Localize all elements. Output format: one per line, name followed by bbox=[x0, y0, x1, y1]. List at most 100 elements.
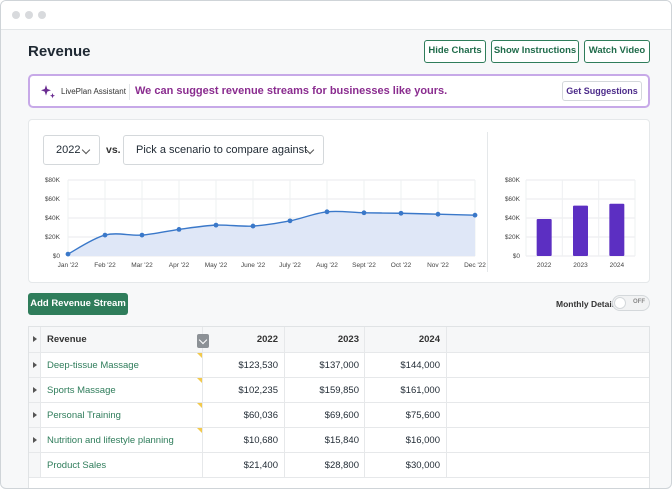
header-2022: 2022 bbox=[203, 327, 285, 352]
header-revenue: Revenue bbox=[41, 327, 209, 352]
header-empty bbox=[447, 327, 649, 352]
line-x-tick: Apr '22 bbox=[169, 262, 190, 269]
row-expand-cell[interactable] bbox=[29, 378, 41, 402]
row-empty bbox=[447, 353, 649, 377]
table-row[interactable]: Personal Training $60,036 $69,600 $75,600 bbox=[29, 403, 649, 428]
row-2022[interactable]: $10,680 bbox=[203, 428, 285, 452]
header-revenue-label: Revenue bbox=[47, 334, 87, 345]
note-flag-icon bbox=[197, 428, 202, 433]
window-titlebar bbox=[1, 1, 671, 30]
line-point bbox=[250, 223, 256, 229]
row-name[interactable]: Product Sales bbox=[41, 453, 203, 477]
row-name-label: Personal Training bbox=[47, 410, 121, 421]
expand-all-cell[interactable] bbox=[29, 327, 41, 352]
row-2022[interactable]: $60,036 bbox=[203, 403, 285, 427]
line-x-tick: Oct '22 bbox=[391, 262, 412, 269]
bar-2024 bbox=[609, 203, 625, 256]
line-point bbox=[139, 232, 145, 238]
row-2024[interactable]: $16,000 bbox=[365, 428, 447, 452]
row-2022[interactable]: $123,530 bbox=[203, 353, 285, 377]
line-y-tick: $80K bbox=[45, 177, 61, 184]
line-point bbox=[472, 212, 478, 218]
row-2022[interactable]: $21,400 bbox=[203, 453, 285, 477]
line-x-tick: Nov '22 bbox=[427, 262, 449, 269]
table-row[interactable]: Product Sales $21,400 $28,800 $30,000 bbox=[29, 453, 649, 478]
note-flag-icon bbox=[197, 353, 202, 358]
watch-video-button[interactable]: Watch Video bbox=[584, 40, 650, 63]
scenario-select[interactable]: Pick a scenario to compare against bbox=[123, 135, 324, 165]
line-x-tick: July '22 bbox=[279, 262, 301, 269]
line-y-tick: $20K bbox=[45, 234, 61, 241]
row-name[interactable]: Nutrition and lifestyle planning bbox=[41, 428, 203, 452]
row-2024[interactable]: $161,000 bbox=[365, 378, 447, 402]
expand-arrow-icon bbox=[33, 387, 37, 393]
show-instructions-button[interactable]: Show Instructions bbox=[491, 40, 579, 63]
row-2023[interactable]: $159,850 bbox=[285, 378, 365, 402]
bar-y-tick: $20K bbox=[505, 234, 521, 241]
row-empty bbox=[447, 378, 649, 402]
line-x-tick: May '22 bbox=[205, 262, 228, 269]
table-row[interactable]: Nutrition and lifestyle planning $10,680 $… bbox=[29, 428, 649, 453]
monthly-detail-toggle[interactable]: OFF bbox=[612, 295, 650, 311]
row-empty bbox=[447, 428, 649, 452]
row-name-label: Product Sales bbox=[47, 460, 107, 471]
line-point bbox=[324, 209, 330, 215]
row-2022[interactable]: $102,235 bbox=[203, 378, 285, 402]
row-name[interactable]: Deep-tissue Massage bbox=[41, 353, 203, 377]
line-x-tick: Sept '22 bbox=[352, 262, 376, 269]
assistant-name: LivePlan Assistant bbox=[61, 87, 126, 96]
header-2023: 2023 bbox=[285, 327, 365, 352]
note-flag-icon bbox=[197, 403, 202, 408]
line-y-tick: $0 bbox=[53, 253, 61, 260]
line-point bbox=[287, 218, 293, 224]
get-suggestions-button[interactable]: Get Suggestions bbox=[562, 81, 642, 101]
monthly-detail-label: Monthly Detail bbox=[556, 299, 615, 309]
row-2023[interactable]: $28,800 bbox=[285, 453, 365, 477]
revenue-table: Revenue 2022 2023 2024 Deep-tissue Massa… bbox=[28, 326, 650, 488]
table-header-row: Revenue 2022 2023 2024 bbox=[29, 327, 649, 353]
table-row[interactable]: Deep-tissue Massage $123,530 $137,000 $144,… bbox=[29, 353, 649, 378]
expand-arrow-icon bbox=[33, 362, 37, 368]
line-point bbox=[398, 210, 404, 216]
row-name-label: Nutrition and lifestyle planning bbox=[47, 435, 174, 446]
window-zoom-icon[interactable] bbox=[38, 11, 46, 19]
row-name[interactable]: Personal Training bbox=[41, 403, 203, 427]
row-expand-cell[interactable] bbox=[29, 428, 41, 452]
line-x-tick: Mar '22 bbox=[131, 262, 153, 269]
row-empty bbox=[447, 453, 649, 477]
window-close-icon[interactable] bbox=[12, 11, 20, 19]
row-2023[interactable]: $137,000 bbox=[285, 353, 365, 377]
bar-y-tick: $40K bbox=[505, 215, 521, 222]
row-expand-cell bbox=[29, 453, 41, 477]
row-2023[interactable]: $69,600 bbox=[285, 403, 365, 427]
hide-charts-button[interactable]: Hide Charts bbox=[424, 40, 486, 63]
charts-panel: 2022 vs. Pick a scenario to compare agai… bbox=[28, 119, 650, 283]
series-line bbox=[67, 210, 476, 255]
row-name-label: Deep-tissue Massage bbox=[47, 360, 139, 371]
line-y-tick: $40K bbox=[45, 215, 61, 222]
revenue-charts: $0 $20K $40K $60K $80K Jan '22 Feb '22 Mar '22 A… bbox=[45, 177, 636, 269]
header-2024: 2024 bbox=[365, 327, 447, 352]
row-expand-cell[interactable] bbox=[29, 403, 41, 427]
toggle-knob bbox=[614, 297, 626, 309]
year-select[interactable]: 2022 bbox=[43, 135, 100, 165]
assistant-message: We can suggest revenue streams for busin… bbox=[135, 85, 448, 97]
expand-arrow-icon bbox=[33, 437, 37, 443]
table-row[interactable]: Sports Massage $102,235 $159,850 $161,000 bbox=[29, 378, 649, 403]
line-x-tick: Dec '22 bbox=[464, 262, 486, 269]
expand-arrow-icon bbox=[33, 412, 37, 418]
row-2024[interactable]: $144,000 bbox=[365, 353, 447, 377]
download-icon[interactable] bbox=[197, 334, 209, 348]
window-minimize-icon[interactable] bbox=[25, 11, 33, 19]
add-revenue-stream-button[interactable]: Add Revenue Stream bbox=[28, 293, 128, 315]
row-name[interactable]: Sports Massage bbox=[41, 378, 203, 402]
bar-x-tick: 2024 bbox=[610, 262, 625, 269]
line-point bbox=[176, 227, 182, 232]
page-title: Revenue bbox=[28, 43, 91, 60]
row-2023[interactable]: $15,840 bbox=[285, 428, 365, 452]
row-2024[interactable]: $30,000 bbox=[365, 453, 447, 477]
sparkle-icon bbox=[41, 85, 55, 99]
row-expand-cell[interactable] bbox=[29, 353, 41, 377]
line-point bbox=[102, 232, 108, 238]
row-2024[interactable]: $75,600 bbox=[365, 403, 447, 427]
